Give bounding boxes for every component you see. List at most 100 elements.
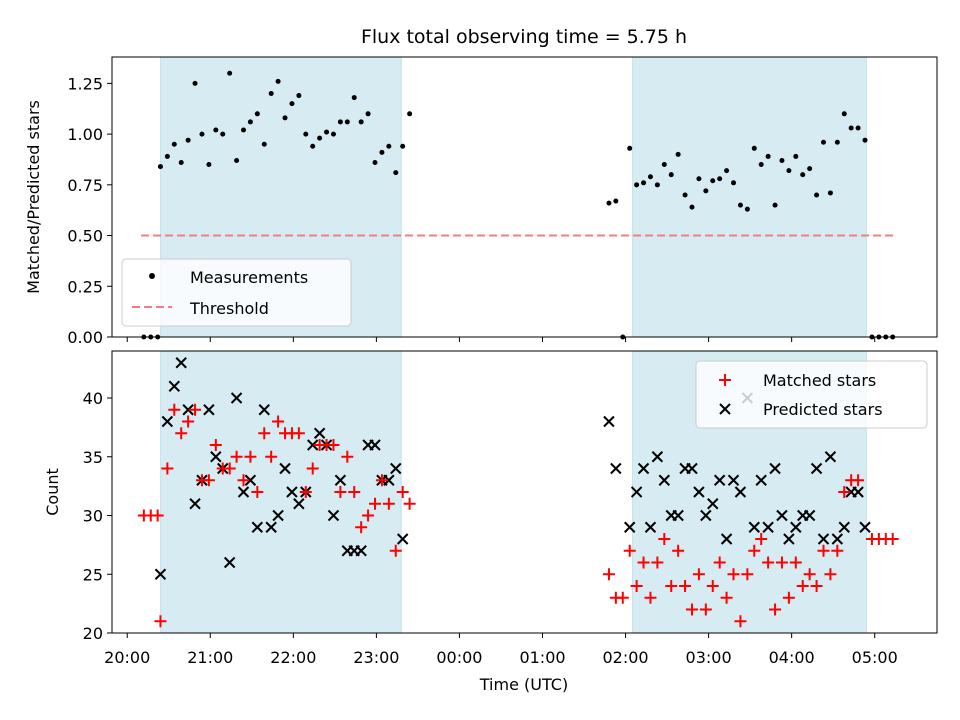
- bottom-xtick-label: 00:00: [436, 648, 482, 667]
- measurement-point: [834, 139, 840, 145]
- predicted-star-point: [237, 486, 250, 498]
- measurement-point: [862, 137, 868, 143]
- measurement-point: [241, 127, 247, 133]
- predicted-star-point: [720, 533, 733, 545]
- matched-star-point: [782, 591, 795, 604]
- top-plot-frame: [111, 56, 938, 338]
- predicted-star-point: [279, 462, 291, 475]
- measurement-point: [365, 111, 371, 117]
- top-ytick-label: 0.25: [67, 277, 103, 296]
- matched-star-point: [237, 474, 250, 487]
- matched-star-point: [362, 509, 375, 522]
- predicted-star-point: [603, 415, 615, 428]
- measurement-point: [344, 119, 350, 125]
- predicted-star-point: [783, 533, 795, 545]
- bottom-xtick-label: 23:00: [353, 648, 399, 667]
- predicted-star-point: [272, 509, 284, 522]
- bottom-xtick-label: 20:00: [104, 648, 150, 667]
- matched-star-point: [334, 486, 347, 498]
- measurement-point: [779, 157, 785, 163]
- measurement-point: [171, 141, 177, 147]
- predicted-star-point: [369, 439, 381, 451]
- measurement-point: [317, 135, 323, 141]
- measurement-point: [310, 143, 316, 149]
- matched-star-point: [355, 521, 368, 534]
- measurement-point: [696, 176, 702, 182]
- measurement-point: [841, 111, 847, 117]
- predicted-star-point: [776, 509, 788, 522]
- matched-star-point: [637, 556, 650, 569]
- predicted-star-point: [182, 404, 194, 416]
- predicted-star-point: [672, 509, 684, 522]
- predicted-star-point: [700, 509, 712, 522]
- predicted-star-point: [810, 462, 823, 475]
- measurement-point: [800, 172, 806, 178]
- predicted-star-point: [154, 568, 167, 580]
- measurement-point: [282, 115, 288, 121]
- predicted-star-point: [707, 498, 719, 510]
- top-ytick-label: 1.25: [67, 74, 103, 93]
- predicted-star-point: [383, 474, 395, 486]
- predicted-star-point: [265, 521, 277, 533]
- predicted-star-point: [852, 486, 864, 498]
- measurement-point: [848, 125, 854, 131]
- measurement-point: [185, 137, 191, 143]
- bottom-ytick-label: 40: [83, 389, 103, 408]
- matched-star-point: [306, 462, 319, 475]
- predicted-star-point: [210, 451, 222, 463]
- predicted-star-point: [727, 474, 740, 486]
- measurement-point: [199, 131, 205, 137]
- matched-star-point: [369, 497, 382, 510]
- matched-star-point: [396, 486, 409, 498]
- matched-star-point: [831, 544, 844, 557]
- count-points: [137, 357, 899, 628]
- bottom-ytick-label: 25: [83, 565, 103, 584]
- top-ytick-label: 0.75: [67, 176, 103, 195]
- top-panel: 0.00 0.25 0.50 0.75 1.00 1.25 Matched/Predict…: [24, 56, 938, 347]
- matched-star-point: [720, 591, 733, 604]
- measurement-point: [296, 93, 302, 99]
- measurement-point: [634, 182, 640, 188]
- legend-matched-label: Matched stars: [763, 371, 876, 390]
- measurement-point: [372, 160, 378, 166]
- matched-star-point: [175, 427, 188, 440]
- measurement-point: [744, 206, 750, 212]
- predicted-star-point: [637, 462, 650, 475]
- predicted-star-point: [293, 498, 305, 510]
- matched-star-point: [713, 556, 726, 569]
- measurement-point: [275, 78, 281, 84]
- predicted-star-point: [803, 509, 816, 522]
- measurement-point: [386, 143, 392, 149]
- top-ytick-label: 0.50: [67, 227, 103, 246]
- measurement-point: [157, 164, 163, 170]
- chart-title: Flux total observing time = 5.75 h: [361, 26, 687, 48]
- predicted-star-point: [313, 427, 326, 439]
- matched-star-point: [251, 486, 264, 498]
- legend-predicted-label: Predicted stars: [763, 400, 883, 419]
- matched-star-point: [375, 474, 388, 487]
- measurement-point: [407, 111, 413, 117]
- bottom-xtick-label: 05:00: [852, 648, 898, 667]
- measurement-point: [724, 168, 730, 174]
- matched-star-point: [616, 591, 629, 604]
- measurement-point: [324, 129, 330, 135]
- matched-star-point: [706, 580, 719, 592]
- matched-star-point: [202, 474, 215, 487]
- predicted-star-point: [630, 486, 643, 498]
- matched-star-point: [223, 462, 236, 475]
- matched-star-point: [679, 580, 692, 592]
- measurement-point: [213, 127, 219, 133]
- measurement-point: [855, 125, 861, 131]
- measurement-point: [351, 95, 357, 101]
- predicted-star-point: [644, 521, 657, 533]
- bottom-legend-box: [695, 360, 928, 429]
- predicted-star-point: [755, 474, 767, 486]
- measurement-point: [717, 176, 723, 182]
- measurement-point: [220, 131, 226, 137]
- measurement-points: [141, 70, 896, 340]
- measurement-point: [737, 202, 743, 208]
- measurement-point: [703, 188, 709, 194]
- measurement-point: [827, 190, 833, 196]
- predicted-star-point: [769, 462, 781, 475]
- predicted-star-point: [693, 486, 705, 498]
